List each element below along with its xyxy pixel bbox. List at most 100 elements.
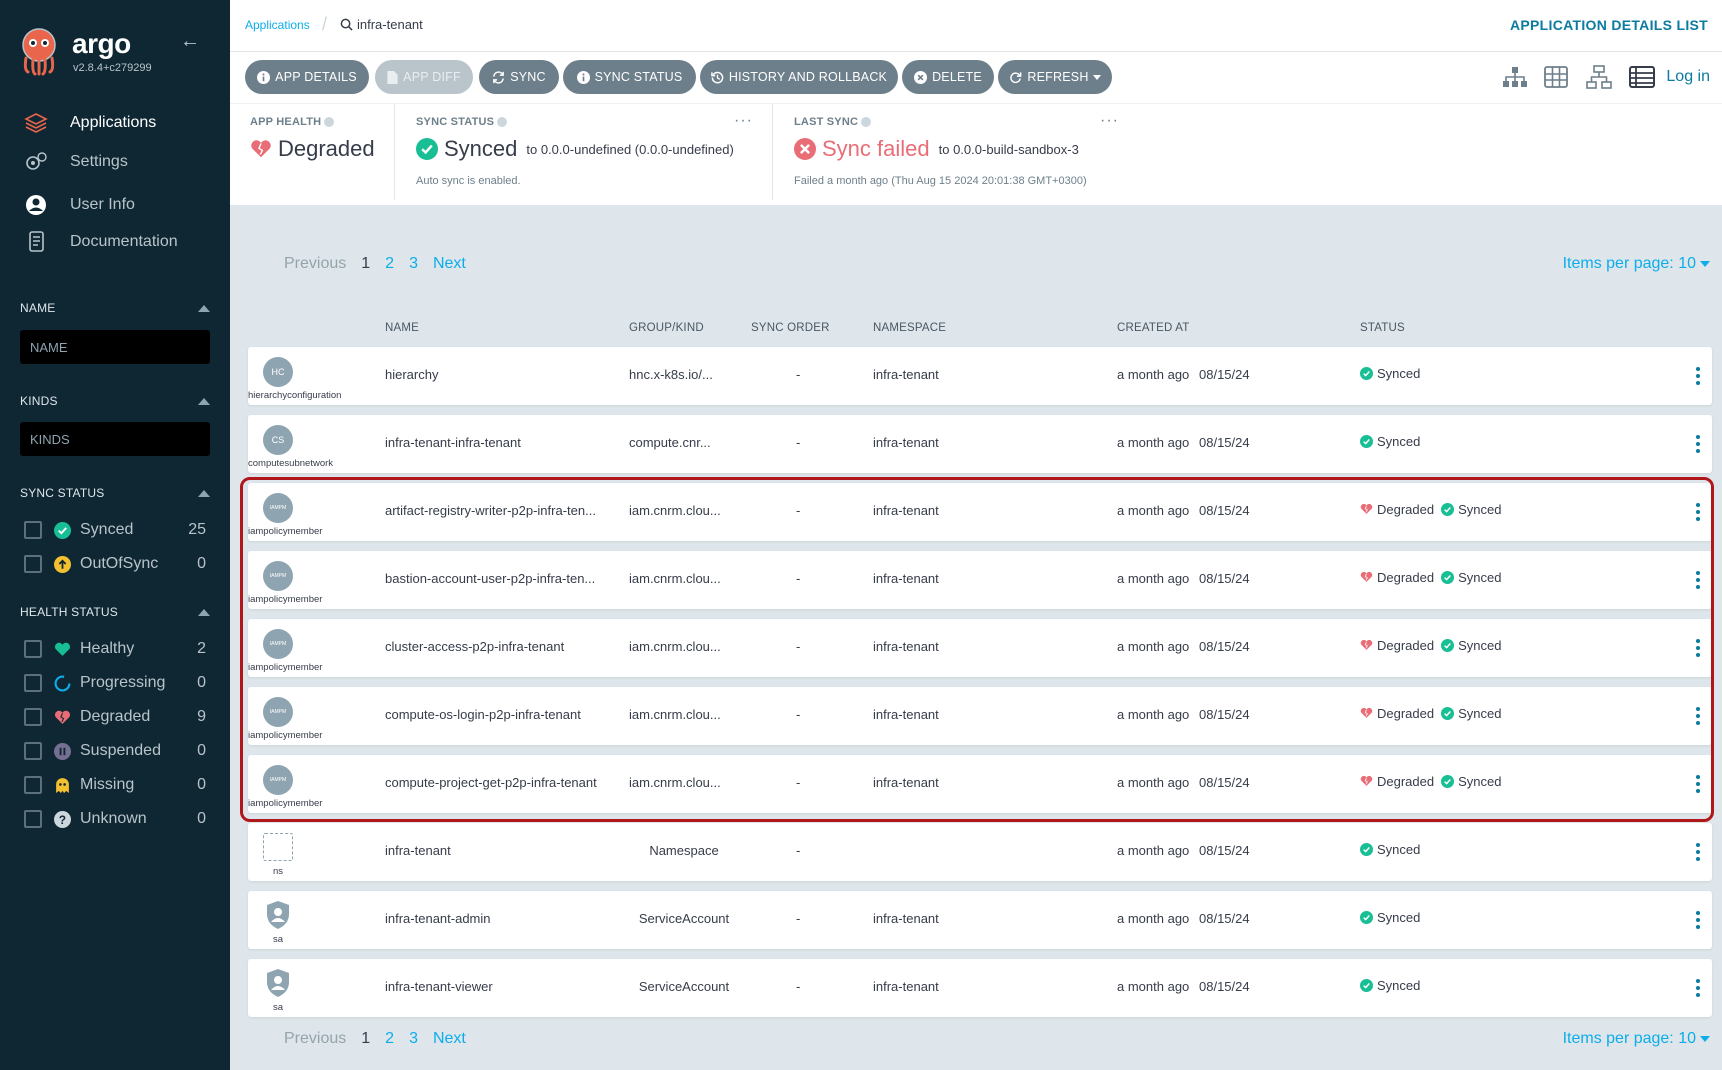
resource-name[interactable]: infra-tenant-admin xyxy=(385,911,491,926)
filter-count: 0 xyxy=(197,810,206,827)
refresh-button[interactable]: REFRESH xyxy=(998,60,1112,94)
delete-button[interactable]: DELETE xyxy=(902,60,994,94)
list-view-icon[interactable] xyxy=(1629,65,1655,89)
collapse-sidebar-arrow-icon[interactable]: ← xyxy=(180,30,200,52)
nav-settings[interactable]: Settings xyxy=(22,148,128,176)
filter-degraded[interactable]: Degraded 9 xyxy=(24,704,206,730)
filter-progressing[interactable]: Progressing 0 xyxy=(24,670,206,696)
pagination-next[interactable]: Next xyxy=(432,1030,466,1047)
row-menu-kebab-icon[interactable] xyxy=(1692,571,1704,589)
nav-documentation[interactable]: Documentation xyxy=(22,228,178,256)
pagination-page[interactable]: 3 xyxy=(409,255,418,272)
sync-status-button[interactable]: SYNC STATUS xyxy=(563,60,696,94)
row-menu-kebab-icon[interactable] xyxy=(1692,639,1704,657)
filter-healthy[interactable]: Healthy 2 xyxy=(24,636,206,662)
breadcrumb-applications[interactable]: Applications xyxy=(245,18,310,32)
app-details-button[interactable]: APP DETAILS xyxy=(245,60,369,94)
collapse-triangle-icon[interactable] xyxy=(198,489,210,497)
checkbox[interactable] xyxy=(24,810,42,828)
help-icon[interactable] xyxy=(497,117,508,127)
resource-name[interactable]: infra-tenant-infra-tenant xyxy=(385,435,521,450)
table-row[interactable]: HC hierarchyconfiguration hierarchy hnc.x-k… xyxy=(248,347,1712,405)
resource-name[interactable]: bastion-account-user-p2p-infra-ten... xyxy=(385,571,596,586)
checkbox[interactable] xyxy=(24,742,42,760)
pagination-page[interactable]: 2 xyxy=(385,1030,395,1047)
checkbox[interactable] xyxy=(24,674,42,692)
filter-synced[interactable]: Synced 25 xyxy=(24,517,206,543)
row-menu-kebab-icon[interactable] xyxy=(1692,911,1704,929)
filter-label: Unknown xyxy=(80,810,147,827)
items-per-page-select[interactable]: Items per page: 10 xyxy=(1563,1030,1710,1048)
resource-name[interactable]: infra-tenant-viewer xyxy=(385,979,493,994)
row-menu-kebab-icon[interactable] xyxy=(1692,843,1704,861)
kinds-filter-input[interactable]: KINDS xyxy=(20,422,210,456)
log-in-link[interactable]: Log in xyxy=(1666,68,1710,85)
collapse-triangle-icon[interactable] xyxy=(198,397,210,405)
table-row[interactable]: IAMPM iampolicymember cluster-access-p2p-i… xyxy=(248,619,1712,677)
checkbox[interactable] xyxy=(24,708,42,726)
pagination-previous[interactable]: Previous xyxy=(284,255,347,272)
nav-user-info[interactable]: User Info xyxy=(22,191,135,219)
table-row[interactable]: IAMPM iampolicymember bastion-account-user… xyxy=(248,551,1712,609)
checkbox[interactable] xyxy=(24,555,42,573)
sync-status-filter-header[interactable]: SYNC STATUS xyxy=(20,486,210,500)
pagination-next[interactable]: Next xyxy=(432,255,466,272)
resource-name[interactable]: compute-project-get-p2p-infra-tenant xyxy=(385,775,597,790)
collapse-triangle-icon[interactable] xyxy=(198,608,210,616)
pods-grid-view-icon[interactable] xyxy=(1543,65,1569,89)
last-sync-revision: to 0.0.0-build-sandbox-3 xyxy=(938,141,1079,157)
row-menu-kebab-icon[interactable] xyxy=(1692,775,1704,793)
resource-name[interactable]: cluster-access-p2p-infra-tenant xyxy=(385,639,565,654)
sync-status: Synced xyxy=(1360,366,1420,381)
row-menu-kebab-icon[interactable] xyxy=(1692,503,1704,521)
last-sync-more-icon[interactable]: ··· xyxy=(1100,112,1119,129)
name-filter-input[interactable]: NAME xyxy=(20,330,210,364)
table-row[interactable]: sa infra-tenant-viewer ServiceAccount - infr… xyxy=(248,959,1712,1017)
app-diff-button[interactable]: APP DIFF xyxy=(375,60,473,94)
table-row[interactable]: CS computesubnetwork infra-tenant-infra-te… xyxy=(248,415,1712,473)
resource-name[interactable]: infra-tenant xyxy=(385,843,451,858)
table-row[interactable]: IAMPM iampolicymember compute-os-login-p2p… xyxy=(248,687,1712,745)
pagination-page[interactable]: 3 xyxy=(409,1030,418,1047)
table-row[interactable]: sa infra-tenant-admin ServiceAccount - infra… xyxy=(248,891,1712,949)
network-view-icon[interactable] xyxy=(1586,65,1612,89)
help-icon[interactable] xyxy=(324,117,335,127)
pagination-page[interactable]: 1 xyxy=(361,1030,371,1047)
checkbox[interactable] xyxy=(24,776,42,794)
check-circle-icon xyxy=(1360,843,1373,856)
row-menu-kebab-icon[interactable] xyxy=(1692,435,1704,453)
name-filter-header[interactable]: NAME xyxy=(20,301,210,315)
filter-unknown[interactable]: ? Unknown 0 xyxy=(24,806,206,832)
history-and-rollback-button[interactable]: HISTORY AND ROLLBACK xyxy=(700,60,898,94)
breadcrumb-separator: / xyxy=(322,14,328,34)
sync-button[interactable]: SYNC xyxy=(479,60,559,94)
sync-status-more-icon[interactable]: ··· xyxy=(734,112,753,129)
filter-missing[interactable]: Missing 0 xyxy=(24,772,206,798)
health-status-filter-header[interactable]: HEALTH STATUS xyxy=(20,605,210,619)
pagination-page[interactable]: 1 xyxy=(361,255,371,272)
row-menu-kebab-icon[interactable] xyxy=(1692,707,1704,725)
resource-name[interactable]: hierarchy xyxy=(385,367,439,382)
table-row[interactable]: IAMPM iampolicymember artifact-registry-wr… xyxy=(248,483,1712,541)
filter-suspended[interactable]: Suspended 0 xyxy=(24,738,206,764)
checkbox[interactable] xyxy=(24,521,42,539)
row-menu-kebab-icon[interactable] xyxy=(1692,979,1704,997)
resource-name[interactable]: compute-os-login-p2p-infra-tenant xyxy=(385,707,581,722)
kinds-filter-header[interactable]: KINDS xyxy=(20,394,210,408)
table-row[interactable]: IAMPM iampolicymember compute-project-get-… xyxy=(248,755,1712,813)
filter-outofsync[interactable]: OutOfSync 0 xyxy=(24,551,206,577)
items-per-page-select[interactable]: Items per page: 10 xyxy=(1563,255,1710,273)
sync-order: - xyxy=(796,707,801,722)
table-row[interactable]: ns infra-tenant Namespace - a month ago 08/15… xyxy=(248,823,1712,881)
checkbox[interactable] xyxy=(24,640,42,658)
collapse-triangle-icon[interactable] xyxy=(198,304,210,312)
nav-applications[interactable]: Applications xyxy=(22,109,156,137)
resource-name[interactable]: artifact-registry-writer-p2p-infra-ten..… xyxy=(385,503,596,518)
created-relative: a month ago xyxy=(1117,911,1190,926)
created-date: 08/15/24 xyxy=(1199,639,1250,654)
pagination-page[interactable]: 2 xyxy=(385,255,395,272)
row-menu-kebab-icon[interactable] xyxy=(1692,367,1704,385)
tree-view-icon[interactable] xyxy=(1502,65,1528,89)
help-icon[interactable] xyxy=(861,117,872,127)
pagination-previous[interactable]: Previous xyxy=(284,1030,347,1047)
